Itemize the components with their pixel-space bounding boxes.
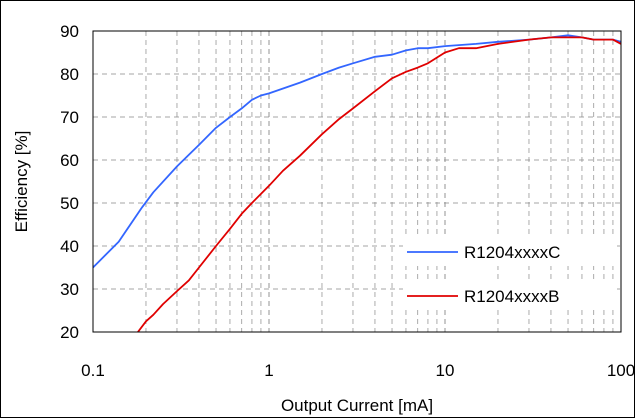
y-tick-label: 50 (60, 194, 79, 213)
y-tick-label: 30 (60, 280, 79, 299)
x-tick-label: 100 (607, 361, 634, 380)
y-tick-label: 70 (60, 108, 79, 127)
grid-lines (93, 31, 621, 332)
series-line-2 (137, 36, 621, 332)
y-tick-label: 90 (60, 22, 79, 41)
x-tick-label: 1 (264, 361, 273, 380)
y-tick-label: 20 (60, 323, 79, 342)
y-tick-label: 40 (60, 237, 79, 256)
y-tick-label: 80 (60, 65, 79, 84)
legend-label: R1204xxxxB (464, 287, 559, 306)
x-axis-label: Output Current [mA] (281, 396, 433, 415)
plot-border (92, 30, 622, 333)
series-line-1 (93, 34, 621, 269)
x-tick-label: 0.1 (81, 361, 105, 380)
legend-label: R1204xxxxC (464, 243, 560, 262)
y-tick-label: 60 (60, 151, 79, 170)
plot-area (93, 31, 621, 332)
x-tick-label: 10 (436, 361, 455, 380)
legend: R1204xxxxC R1204xxxxB (403, 238, 617, 310)
y-axis-label: Efficiency [%] (12, 131, 31, 233)
